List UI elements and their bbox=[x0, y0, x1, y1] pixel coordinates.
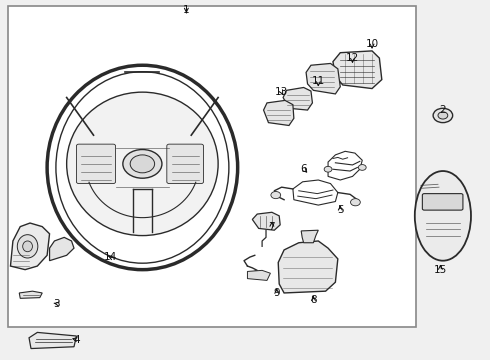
Ellipse shape bbox=[17, 235, 38, 258]
Text: 10: 10 bbox=[366, 39, 379, 49]
Circle shape bbox=[130, 155, 155, 173]
Text: 7: 7 bbox=[269, 222, 275, 231]
Circle shape bbox=[324, 166, 332, 172]
Text: 3: 3 bbox=[53, 299, 60, 309]
Polygon shape bbox=[278, 241, 338, 293]
FancyBboxPatch shape bbox=[422, 194, 463, 210]
Text: 12: 12 bbox=[346, 53, 359, 63]
Text: 14: 14 bbox=[104, 252, 117, 262]
Text: 4: 4 bbox=[73, 334, 80, 345]
Text: 8: 8 bbox=[310, 295, 317, 305]
Polygon shape bbox=[306, 63, 340, 94]
Bar bbox=[8, 6, 416, 327]
Polygon shape bbox=[247, 270, 270, 280]
Circle shape bbox=[438, 112, 448, 119]
Polygon shape bbox=[19, 291, 42, 298]
Circle shape bbox=[433, 108, 453, 123]
Ellipse shape bbox=[23, 241, 32, 252]
Ellipse shape bbox=[415, 171, 471, 261]
Polygon shape bbox=[252, 212, 280, 230]
Polygon shape bbox=[264, 100, 294, 126]
Text: 5: 5 bbox=[337, 206, 343, 216]
Circle shape bbox=[271, 192, 281, 199]
Text: 6: 6 bbox=[300, 164, 307, 174]
Text: 2: 2 bbox=[440, 105, 446, 115]
Polygon shape bbox=[29, 332, 76, 348]
Text: 1: 1 bbox=[183, 5, 190, 15]
Polygon shape bbox=[333, 51, 382, 89]
Text: 15: 15 bbox=[434, 265, 447, 275]
Ellipse shape bbox=[67, 92, 218, 235]
FancyBboxPatch shape bbox=[76, 144, 116, 184]
Polygon shape bbox=[10, 223, 49, 270]
Polygon shape bbox=[49, 237, 74, 261]
Polygon shape bbox=[301, 230, 319, 243]
Circle shape bbox=[358, 165, 366, 170]
Text: 13: 13 bbox=[275, 87, 288, 97]
FancyBboxPatch shape bbox=[167, 144, 203, 184]
Text: 9: 9 bbox=[273, 288, 280, 298]
Circle shape bbox=[123, 149, 162, 178]
Polygon shape bbox=[283, 87, 313, 110]
Circle shape bbox=[350, 199, 360, 206]
Text: 11: 11 bbox=[312, 76, 325, 86]
